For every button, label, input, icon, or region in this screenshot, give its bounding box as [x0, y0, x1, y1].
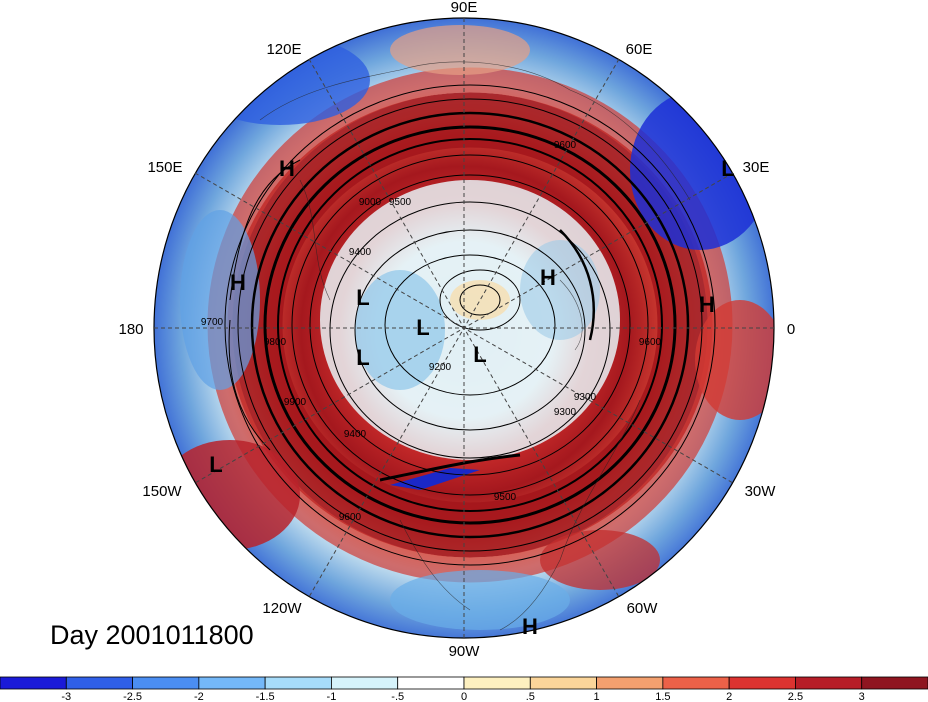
low-pressure-marker: L	[473, 342, 486, 367]
contour-value-label: 9000	[359, 197, 382, 208]
day-title: Day 2001011800	[50, 620, 254, 650]
longitude-label: 0	[787, 321, 795, 338]
colorbar-swatch	[596, 676, 664, 690]
colorbar-tick-label: -1.5	[256, 691, 275, 702]
contour-value-label: 9400	[344, 429, 367, 440]
contour-value-label: 9600	[554, 140, 577, 151]
colorbar-swatch	[529, 676, 597, 690]
colorbar-swatch	[397, 676, 465, 690]
shaded-anomaly-field	[154, 18, 774, 638]
longitude-label: 90W	[449, 643, 481, 660]
contour-value-label: 9200	[429, 362, 452, 373]
colorbar-swatch	[861, 676, 928, 690]
contour-value-label: 9300	[554, 407, 577, 418]
high-pressure-marker: H	[699, 292, 715, 317]
graticule	[154, 18, 774, 638]
low-pressure-marker: L	[721, 156, 734, 181]
longitude-label: 30E	[743, 159, 770, 176]
longitude-label: 60W	[627, 600, 659, 617]
contour-value-label: 9900	[284, 397, 307, 408]
colorbar-tick-label: -.5	[391, 691, 404, 702]
colorbar: -3 -2.5 -2 -1.5 -1 -.5 0 .5 1 1.5 2 2.5 3	[0, 676, 928, 702]
colorbar-tick-label: 1	[594, 691, 600, 702]
colorbar-swatch	[795, 676, 863, 690]
low-pressure-marker: L	[356, 285, 369, 310]
colorbar-tick-label: -2.5	[123, 691, 142, 702]
colorbar-swatch	[198, 676, 266, 690]
high-pressure-marker: H	[279, 156, 295, 181]
colorbar-tick-label: 2.5	[788, 691, 803, 702]
colorbar-tick-label: 0	[461, 691, 467, 702]
contour-value-label: 9300	[574, 392, 597, 403]
low-pressure-marker: L	[356, 345, 369, 370]
colorbar-swatch	[463, 676, 531, 690]
longitude-label: 30W	[745, 483, 777, 500]
high-pressure-marker: H	[540, 265, 556, 290]
contour-value-label: 9500	[389, 197, 412, 208]
colorbar-tick-label: 2	[726, 691, 732, 702]
polar-stereographic-map: 90E 60E 30E 0 30W 60W 90W 120W 150W 180 150E 120E H…	[118, 0, 795, 660]
longitude-label: 180	[118, 321, 143, 338]
colorbar-tick-label: .5	[526, 691, 535, 702]
colorbar-tick-label: 1.5	[655, 691, 670, 702]
low-pressure-marker: L	[416, 315, 429, 340]
longitude-label: 150W	[142, 483, 182, 500]
height-contours	[224, 84, 716, 566]
colorbar-swatch	[65, 676, 133, 690]
colorbar-tick-label: -2	[194, 691, 204, 702]
longitude-label: 120W	[262, 600, 302, 617]
colorbar-tick-label: 3	[859, 691, 865, 702]
high-pressure-marker: H	[522, 614, 538, 639]
coastlines	[259, 61, 691, 631]
longitude-label: 150E	[147, 159, 182, 176]
low-pressure-marker: L	[209, 452, 222, 477]
colorbar-tick-label: -1	[327, 691, 337, 702]
high-pressure-marker: H	[230, 270, 246, 295]
contour-value-label: 9600	[639, 337, 662, 348]
contour-value-label: 9400	[349, 247, 372, 258]
contour-value-label: 9500	[494, 492, 517, 503]
contour-value-label: 9600	[339, 512, 362, 523]
contour-value-label: 9800	[264, 337, 287, 348]
contour-value-label: 9700	[201, 317, 224, 328]
colorbar-swatch	[331, 676, 399, 690]
longitude-label: 60E	[626, 41, 653, 58]
colorbar-swatch	[728, 676, 796, 690]
colorbar-tick-label: -3	[61, 691, 71, 702]
colorbar-swatch	[0, 676, 67, 690]
colorbar-swatch	[662, 676, 730, 690]
longitude-label: 90E	[451, 0, 478, 16]
longitude-label: 120E	[266, 41, 301, 58]
colorbar-swatch	[264, 676, 332, 690]
colorbar-swatch	[132, 676, 200, 690]
